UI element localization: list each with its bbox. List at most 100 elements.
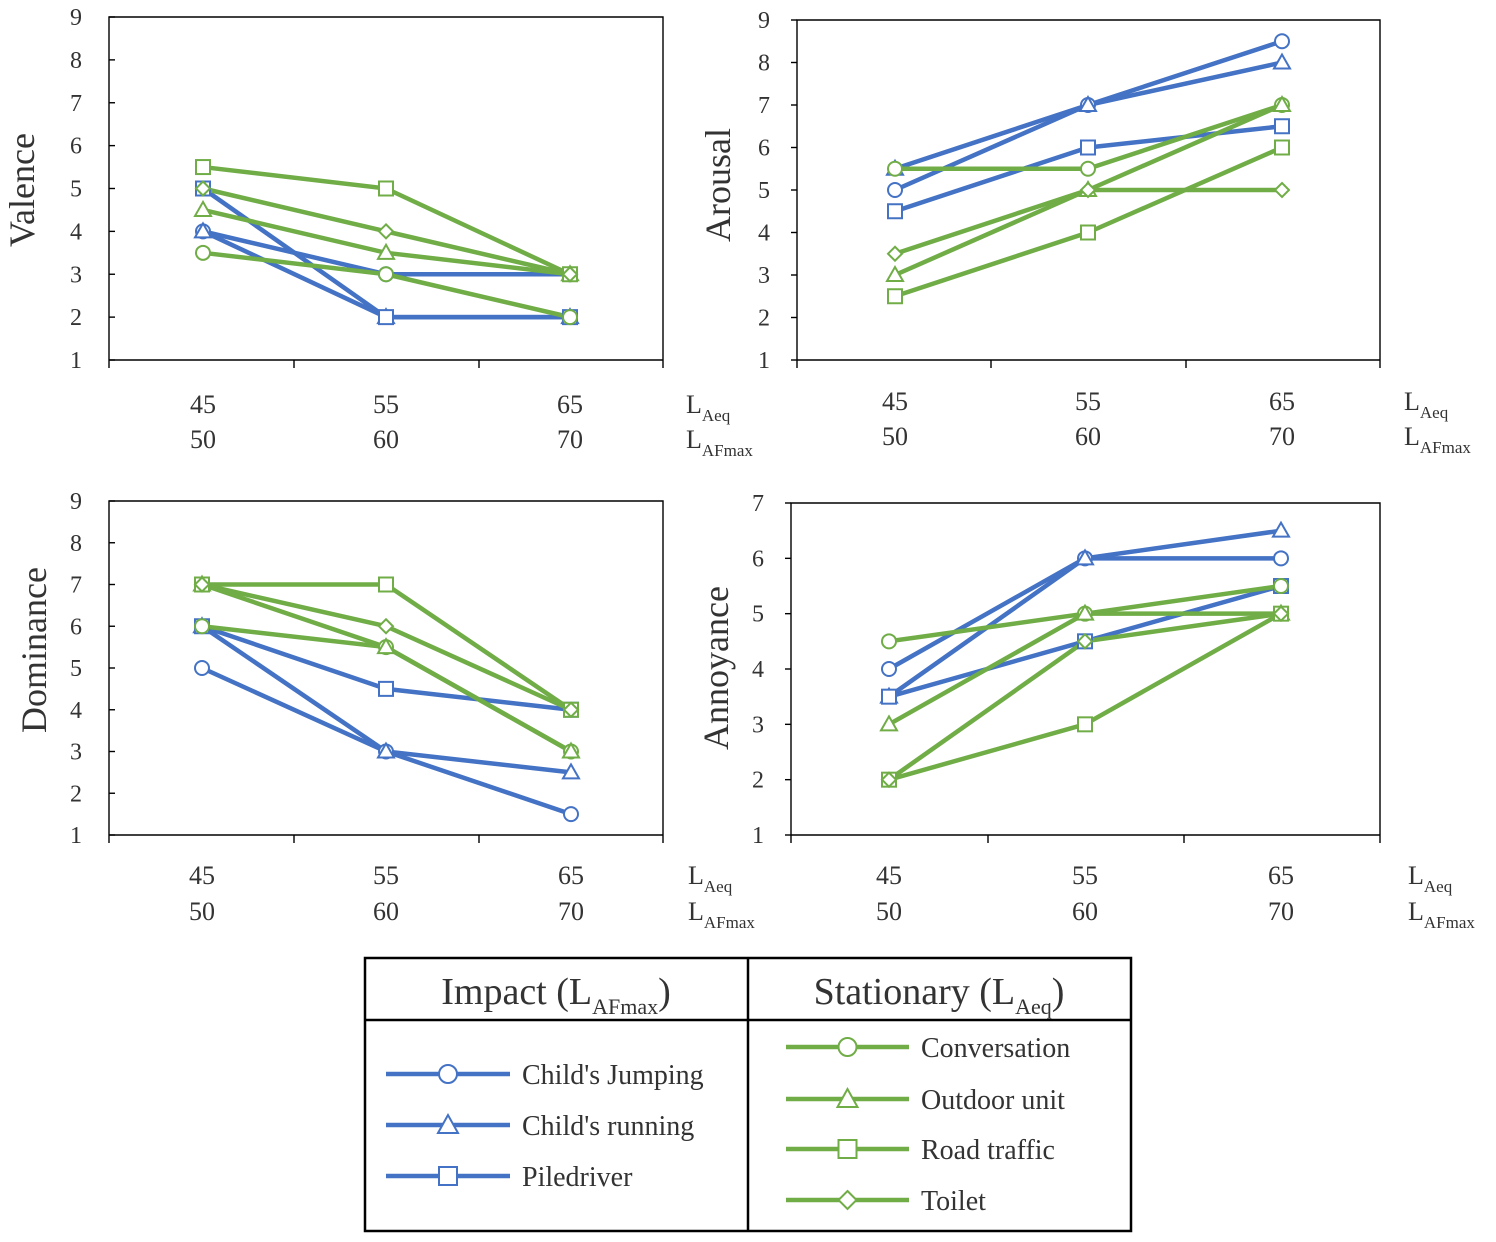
arousal-point-conversation bbox=[1080, 160, 1096, 177]
legend-item-road-traffic: Road traffic bbox=[786, 1135, 1055, 1166]
arousal-point-child-s-jumping bbox=[887, 182, 903, 198]
dominance-point-road-traffic bbox=[378, 576, 394, 593]
annoyance-row-label-lafmax: LAFmax bbox=[1408, 897, 1475, 932]
arousal-x-label-laeq: 55 bbox=[1075, 387, 1101, 416]
valence-y-tick-label: 1 bbox=[70, 348, 82, 374]
arousal-point-toilet bbox=[1079, 181, 1097, 199]
valence-x-label-laeq: 55 bbox=[373, 390, 399, 419]
legend-impact-title: Impact (LAFmax) bbox=[441, 971, 671, 1019]
arousal-point-child-s-jumping bbox=[1274, 33, 1290, 50]
arousal-point-road-traffic bbox=[887, 288, 903, 305]
valence-y-axis-label: Valence bbox=[2, 133, 42, 247]
arousal-point-road-traffic bbox=[1274, 139, 1290, 156]
legend-impact-title-sub: AFmax bbox=[592, 994, 658, 1019]
arousal-point-piledriver bbox=[1080, 139, 1096, 156]
annoyance-series-lines bbox=[887, 528, 1283, 782]
valence-point-piledriver bbox=[378, 309, 394, 326]
legend-item-conversation: Conversation bbox=[786, 1033, 1070, 1064]
dominance-plot-frame bbox=[108, 500, 664, 835]
valence-x-label-laeq: 65 bbox=[557, 390, 583, 419]
legend: Impact (LAFmax) Stationary (LAeq) Child'… bbox=[363, 956, 1133, 1233]
annoyance-point-toilet bbox=[880, 771, 898, 789]
arousal-x-label-laeq: 65 bbox=[1269, 387, 1295, 416]
legend-item-piledriver: Piledriver bbox=[386, 1162, 633, 1193]
dominance-point-outdoor-unit bbox=[561, 741, 581, 759]
arousal-y-axis-label: Arousal bbox=[698, 128, 738, 242]
dominance-y-tick-label: 3 bbox=[70, 740, 82, 766]
arousal-line-toilet bbox=[894, 187, 1282, 256]
arousal-x-label-laeq: 45 bbox=[882, 387, 908, 416]
dominance-y-tick-label: 5 bbox=[70, 656, 82, 682]
legend-swatch-triangle-icon bbox=[436, 1112, 460, 1134]
legend-label-child-s-running: Child's running bbox=[522, 1111, 694, 1142]
annoyance-x-label-lafmax: 50 bbox=[876, 897, 902, 926]
dominance-row-label-laeq: LAeq bbox=[688, 861, 733, 896]
valence-point-outdoor-unit bbox=[193, 199, 213, 217]
legend-impact-title-main: Impact (L bbox=[441, 971, 592, 1013]
annoyance-point-outdoor-unit bbox=[1075, 603, 1095, 621]
annoyance-y-axis-label: Annoyance bbox=[696, 586, 736, 750]
annoyance-point-child-s-running bbox=[1271, 520, 1291, 538]
annoyance-point-child-s-running bbox=[1075, 548, 1095, 566]
dominance-point-child-s-jumping bbox=[194, 660, 210, 676]
annoyance-x-label-lafmax: 60 bbox=[1072, 897, 1098, 926]
annoyance-y-tick-label: 1 bbox=[752, 823, 764, 849]
arousal-y-tick-label: 8 bbox=[758, 51, 770, 77]
dominance-x-label-lafmax: 50 bbox=[189, 897, 215, 926]
annoyance-point-road-traffic bbox=[1077, 716, 1093, 733]
dominance-y-tick-label: 4 bbox=[70, 698, 82, 724]
valence-point-conversation bbox=[562, 309, 578, 326]
annoyance-x-label-laeq: 45 bbox=[876, 861, 902, 890]
dominance-point-outdoor-unit bbox=[376, 637, 396, 655]
valence-point-child-s-running bbox=[193, 221, 213, 239]
legend-swatch-circle-icon bbox=[837, 1037, 858, 1057]
legend-swatch-triangle-icon bbox=[835, 1086, 860, 1108]
legend-stationary-title-main: Stationary (L bbox=[814, 971, 1016, 1013]
legend-swatch-square-icon bbox=[438, 1166, 458, 1186]
valence-y-tick-label: 5 bbox=[70, 177, 82, 203]
dominance-point-child-s-running bbox=[376, 741, 396, 759]
dominance-point-child-s-jumping bbox=[563, 806, 579, 823]
legend-label-conversation: Conversation bbox=[921, 1033, 1070, 1064]
legend-label-outdoor-unit: Outdoor unit bbox=[921, 1085, 1065, 1116]
valence-y-tick-label: 7 bbox=[70, 91, 82, 117]
arousal-y-tick-label: 7 bbox=[758, 93, 770, 119]
arousal-point-child-s-running bbox=[1078, 94, 1098, 112]
annoyance-x-label-lafmax: 70 bbox=[1268, 897, 1294, 926]
dominance-point-conversation bbox=[194, 618, 210, 635]
arousal-y-tick-label: 5 bbox=[758, 178, 770, 204]
valence-x-label-lafmax: 50 bbox=[190, 425, 216, 454]
valence-point-toilet bbox=[194, 180, 212, 197]
legend-item-child-s-running: Child's running bbox=[386, 1111, 694, 1142]
valence-y-tick-label: 4 bbox=[70, 219, 82, 245]
dominance-series-markers bbox=[192, 574, 581, 823]
dominance-x-label-laeq: 45 bbox=[189, 861, 215, 890]
arousal-point-piledriver bbox=[887, 203, 903, 220]
valence-point-toilet bbox=[377, 222, 395, 240]
annoyance-y-tick-label: 4 bbox=[752, 657, 764, 683]
annoyance-line-outdoor-unit bbox=[887, 611, 1281, 727]
valence-point-conversation bbox=[195, 244, 211, 261]
valence-point-outdoor-unit bbox=[376, 242, 396, 260]
arousal-row-label-lafmax: LAFmax bbox=[1404, 422, 1471, 457]
valence-y-tick-label: 3 bbox=[70, 262, 82, 288]
valence-point-road-traffic bbox=[195, 159, 211, 176]
legend-items: Child's Jumping Child's running Piledriver… bbox=[386, 1033, 1070, 1217]
annoyance-y-tick-label: 5 bbox=[752, 602, 764, 628]
legend-stationary-title: Stationary (LAeq) bbox=[814, 971, 1065, 1019]
dominance-point-child-s-running bbox=[561, 762, 581, 780]
arousal-y-tick-label: 3 bbox=[758, 263, 770, 289]
dominance-x-label-lafmax: 70 bbox=[558, 897, 584, 926]
annoyance-row-label-laeq: LAeq bbox=[1408, 861, 1453, 896]
annoyance-point-toilet bbox=[1076, 632, 1094, 650]
annoyance-y-tick-label: 6 bbox=[752, 546, 764, 572]
annoyance-x-label-laeq: 65 bbox=[1268, 861, 1294, 890]
legend-item-toilet: Toilet bbox=[786, 1186, 986, 1217]
annoyance-point-outdoor-unit bbox=[879, 714, 899, 732]
arousal-y-tick-label: 4 bbox=[758, 221, 770, 247]
legend-label-road-traffic: Road traffic bbox=[921, 1135, 1055, 1166]
dominance-y-tick-label: 2 bbox=[70, 781, 82, 807]
